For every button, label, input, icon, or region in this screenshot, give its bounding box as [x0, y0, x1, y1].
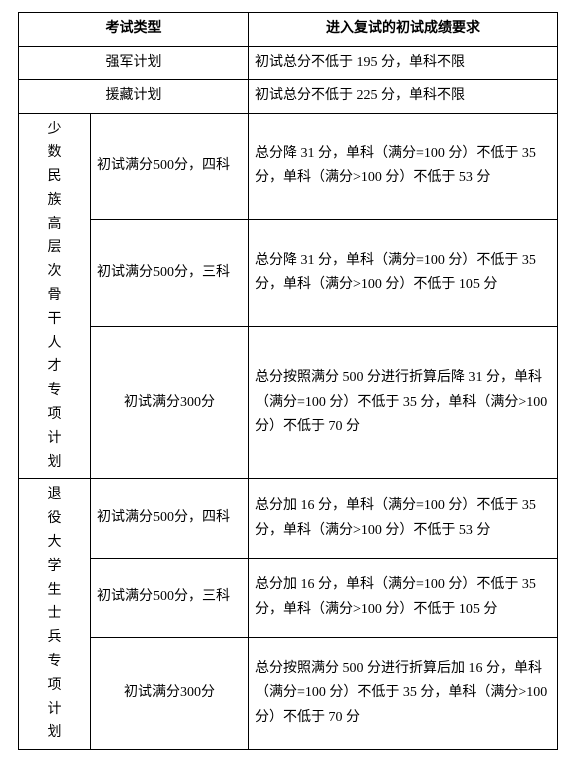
minority-req-2: 总分降 31 分，单科（满分=100 分）不低于 35 分，单科（满分>100 … — [249, 220, 558, 327]
table-row: 强军计划 初试总分不低于 195 分，单科不限 — [19, 46, 558, 80]
minority-cond-3: 初试满分300分 — [91, 327, 249, 479]
veteran-cond-2: 初试满分500分，三科 — [91, 558, 249, 637]
minority-req-3: 总分按照满分 500 分进行折算后降 31 分，单科（满分=100 分）不低于 … — [249, 327, 558, 479]
veteran-req-1: 总分加 16 分，单科（满分=100 分）不低于 35 分，单科（满分>100 … — [249, 479, 558, 558]
table-header-row: 考试类型 进入复试的初试成绩要求 — [19, 13, 558, 47]
veteran-req-3: 总分按照满分 500 分进行折算后加 16 分，单科（满分=100 分）不低于 … — [249, 637, 558, 750]
table-row: 少数民族高层次骨干人才专项计划 初试满分500分，四科 总分降 31 分，单科（… — [19, 113, 558, 220]
minority-cond-2: 初试满分500分，三科 — [91, 220, 249, 327]
veteran-req-2: 总分加 16 分，单科（满分=100 分）不低于 35 分，单科（满分>100 … — [249, 558, 558, 637]
minority-cond-1: 初试满分500分，四科 — [91, 113, 249, 220]
minority-req-1: 总分降 31 分，单科（满分=100 分）不低于 35 分，单科（满分>100 … — [249, 113, 558, 220]
requirements-table: 考试类型 进入复试的初试成绩要求 强军计划 初试总分不低于 195 分，单科不限… — [18, 12, 558, 750]
exam-type-minority: 少数民族高层次骨干人才专项计划 — [19, 113, 91, 479]
veteran-cond-1: 初试满分500分，四科 — [91, 479, 249, 558]
table-row: 初试满分300分 总分按照满分 500 分进行折算后降 31 分，单科（满分=1… — [19, 327, 558, 479]
req-yuanzang: 初试总分不低于 225 分，单科不限 — [249, 80, 558, 114]
exam-type-yuanzang: 援藏计划 — [19, 80, 249, 114]
header-score-req: 进入复试的初试成绩要求 — [249, 13, 558, 47]
table-row: 退役大学生士兵专项计划 初试满分500分，四科 总分加 16 分，单科（满分=1… — [19, 479, 558, 558]
veteran-cond-3: 初试满分300分 — [91, 637, 249, 750]
table-row: 初试满分500分，三科 总分降 31 分，单科（满分=100 分）不低于 35 … — [19, 220, 558, 327]
header-exam-type: 考试类型 — [19, 13, 249, 47]
req-qiangjun: 初试总分不低于 195 分，单科不限 — [249, 46, 558, 80]
exam-type-veteran: 退役大学生士兵专项计划 — [19, 479, 91, 750]
table-row: 初试满分500分，三科 总分加 16 分，单科（满分=100 分）不低于 35 … — [19, 558, 558, 637]
exam-type-qiangjun: 强军计划 — [19, 46, 249, 80]
table-row: 初试满分300分 总分按照满分 500 分进行折算后加 16 分，单科（满分=1… — [19, 637, 558, 750]
table-row: 援藏计划 初试总分不低于 225 分，单科不限 — [19, 80, 558, 114]
